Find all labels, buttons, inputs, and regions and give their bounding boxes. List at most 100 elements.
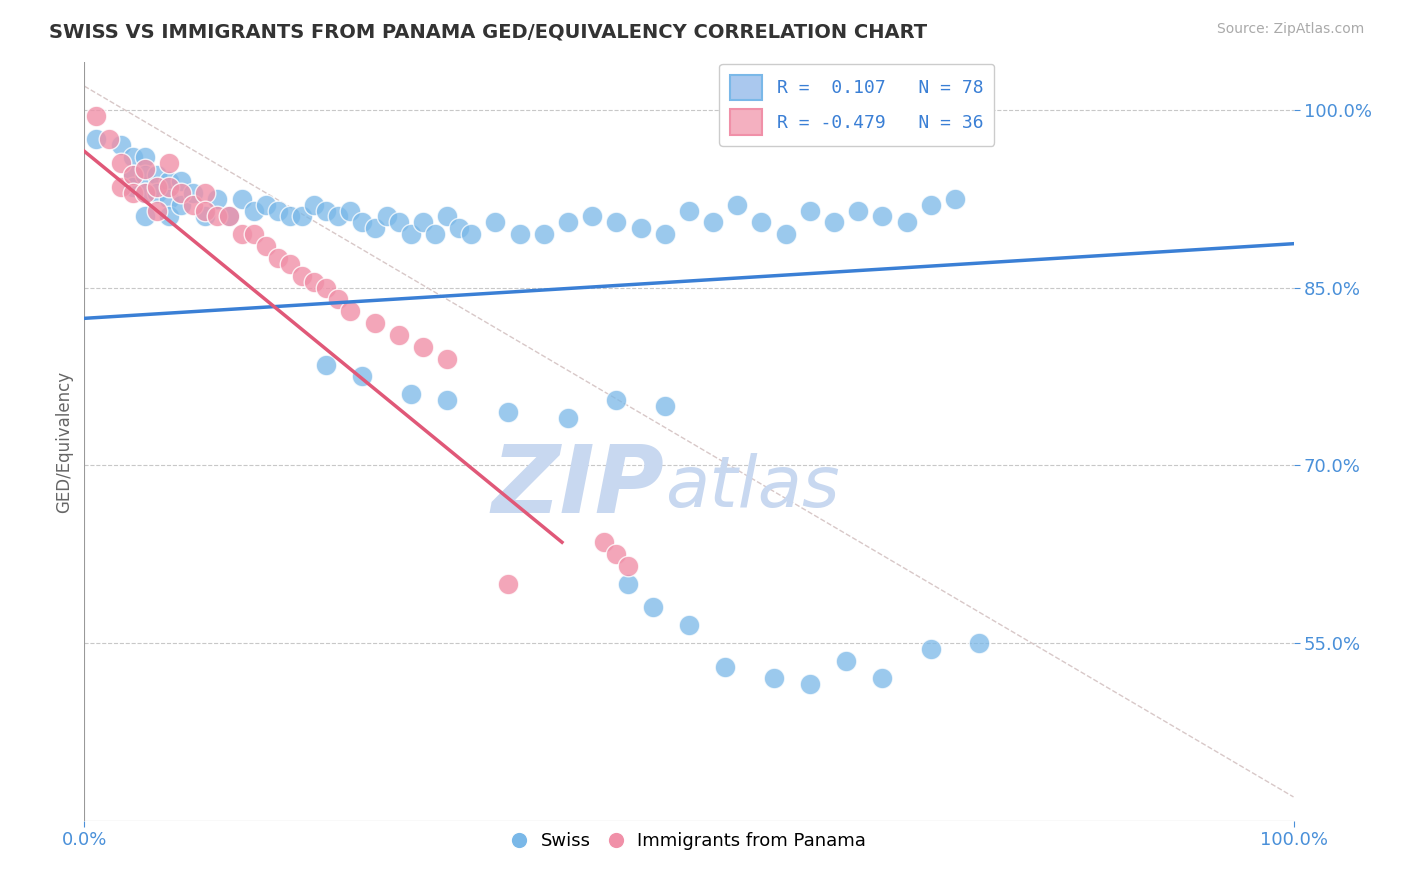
Point xyxy=(799,203,821,218)
Point xyxy=(920,197,942,211)
Point xyxy=(339,304,361,318)
Point xyxy=(86,132,108,146)
Point xyxy=(605,215,627,229)
Point xyxy=(121,150,143,164)
Point xyxy=(872,210,894,224)
Point xyxy=(157,210,180,224)
Point xyxy=(835,654,858,668)
Point xyxy=(920,641,942,656)
Point xyxy=(605,393,627,408)
Point xyxy=(254,239,277,253)
Point xyxy=(967,636,990,650)
Point xyxy=(146,186,169,200)
Point xyxy=(134,186,156,200)
Point xyxy=(388,215,411,229)
Point xyxy=(231,227,253,242)
Point xyxy=(460,227,482,242)
Point xyxy=(412,215,434,229)
Point xyxy=(267,251,290,265)
Point xyxy=(702,215,724,229)
Point xyxy=(315,280,337,294)
Point xyxy=(110,156,132,170)
Point xyxy=(593,535,616,549)
Point xyxy=(170,197,193,211)
Point xyxy=(121,168,143,182)
Point xyxy=(557,215,579,229)
Point xyxy=(157,179,180,194)
Text: atlas: atlas xyxy=(665,452,839,522)
Point xyxy=(146,168,169,182)
Point xyxy=(654,399,676,413)
Point xyxy=(678,203,700,218)
Point xyxy=(181,186,204,200)
Point xyxy=(207,210,229,224)
Point xyxy=(654,227,676,242)
Point xyxy=(896,215,918,229)
Point xyxy=(846,203,869,218)
Point xyxy=(352,369,374,384)
Point xyxy=(641,600,664,615)
Point xyxy=(194,186,217,200)
Point xyxy=(388,327,411,342)
Point xyxy=(134,162,156,177)
Point xyxy=(943,192,966,206)
Point xyxy=(207,192,229,206)
Point xyxy=(678,618,700,632)
Point xyxy=(157,174,180,188)
Y-axis label: GED/Equivalency: GED/Equivalency xyxy=(55,370,73,513)
Point xyxy=(134,186,156,200)
Point xyxy=(617,576,640,591)
Point xyxy=(242,227,264,242)
Point xyxy=(496,576,519,591)
Point xyxy=(121,186,143,200)
Point xyxy=(775,227,797,242)
Point xyxy=(267,203,290,218)
Point xyxy=(725,197,748,211)
Point xyxy=(134,210,156,224)
Point xyxy=(170,174,193,188)
Point xyxy=(799,677,821,691)
Point xyxy=(121,179,143,194)
Point xyxy=(509,227,531,242)
Point xyxy=(170,186,193,200)
Point xyxy=(302,197,325,211)
Point xyxy=(605,547,627,561)
Text: ZIP: ZIP xyxy=(492,441,665,533)
Point xyxy=(194,210,217,224)
Point xyxy=(339,203,361,218)
Point xyxy=(823,215,845,229)
Point xyxy=(328,210,350,224)
Point xyxy=(315,203,337,218)
Text: SWISS VS IMMIGRANTS FROM PANAMA GED/EQUIVALENCY CORRELATION CHART: SWISS VS IMMIGRANTS FROM PANAMA GED/EQUI… xyxy=(49,22,928,41)
Point xyxy=(412,340,434,354)
Point xyxy=(278,210,301,224)
Point xyxy=(762,672,785,686)
Point xyxy=(97,132,120,146)
Point xyxy=(496,405,519,419)
Point xyxy=(146,203,169,218)
Point xyxy=(449,221,471,235)
Point xyxy=(291,210,314,224)
Point xyxy=(375,210,398,224)
Point xyxy=(363,316,385,330)
Point xyxy=(617,558,640,573)
Point xyxy=(218,210,240,224)
Point xyxy=(181,197,204,211)
Point xyxy=(751,215,773,229)
Point xyxy=(86,109,108,123)
Point xyxy=(872,672,894,686)
Point xyxy=(315,358,337,372)
Point xyxy=(533,227,555,242)
Point xyxy=(436,351,458,366)
Point xyxy=(328,293,350,307)
Point xyxy=(436,393,458,408)
Point xyxy=(557,410,579,425)
Point xyxy=(423,227,446,242)
Point xyxy=(242,203,264,218)
Point xyxy=(254,197,277,211)
Point xyxy=(157,156,180,170)
Point xyxy=(302,275,325,289)
Point xyxy=(121,168,143,182)
Point xyxy=(581,210,603,224)
Point xyxy=(399,387,422,401)
